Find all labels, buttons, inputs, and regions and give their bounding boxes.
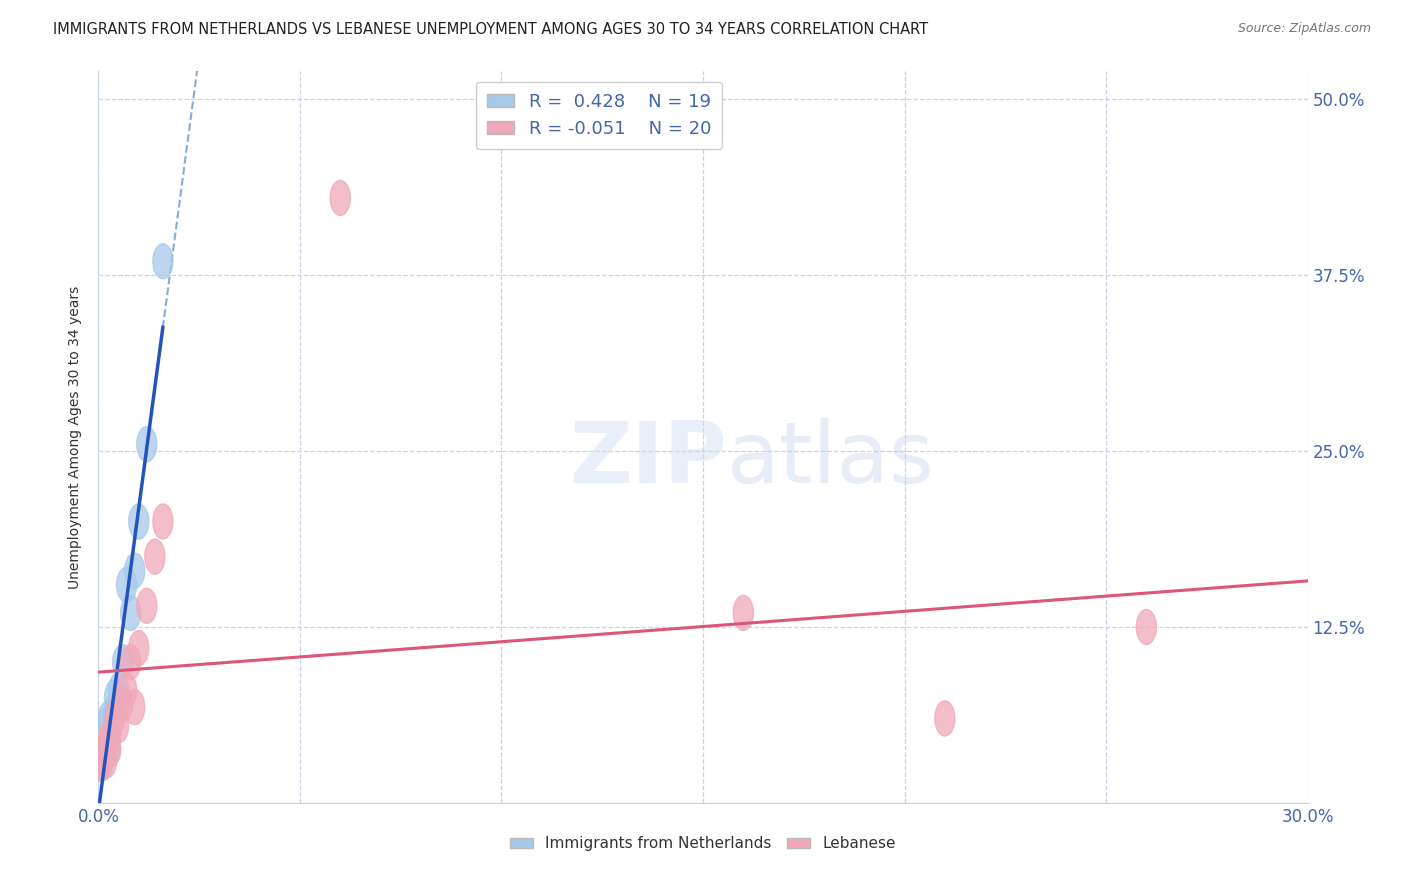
Ellipse shape [97,726,117,761]
Ellipse shape [100,718,121,753]
Ellipse shape [330,180,350,216]
Ellipse shape [104,680,125,714]
Ellipse shape [125,553,145,589]
Y-axis label: Unemployment Among Ages 30 to 34 years: Unemployment Among Ages 30 to 34 years [69,285,83,589]
Ellipse shape [94,736,114,772]
Text: Source: ZipAtlas.com: Source: ZipAtlas.com [1237,22,1371,36]
Ellipse shape [153,504,173,539]
Ellipse shape [112,645,132,680]
Legend: Immigrants from Netherlands, Lebanese: Immigrants from Netherlands, Lebanese [505,830,901,857]
Ellipse shape [93,736,112,772]
Ellipse shape [93,729,112,764]
Ellipse shape [97,708,117,743]
Ellipse shape [117,673,136,708]
Ellipse shape [935,701,955,736]
Ellipse shape [104,701,125,736]
Ellipse shape [108,673,129,708]
Ellipse shape [129,631,149,665]
Text: IMMIGRANTS FROM NETHERLANDS VS LEBANESE UNEMPLOYMENT AMONG AGES 30 TO 34 YEARS C: IMMIGRANTS FROM NETHERLANDS VS LEBANESE … [53,22,928,37]
Ellipse shape [108,708,129,743]
Ellipse shape [97,726,117,761]
Ellipse shape [112,687,132,722]
Ellipse shape [121,595,141,631]
Text: ZIP: ZIP [569,417,727,500]
Ellipse shape [93,746,112,781]
Ellipse shape [121,645,141,680]
Ellipse shape [100,731,121,767]
Ellipse shape [145,539,165,574]
Ellipse shape [153,244,173,279]
Ellipse shape [734,595,754,631]
Ellipse shape [98,701,118,736]
Ellipse shape [129,504,149,539]
Ellipse shape [97,743,117,778]
Ellipse shape [136,589,157,624]
Text: atlas: atlas [727,417,935,500]
Ellipse shape [136,426,157,462]
Ellipse shape [1136,609,1157,645]
Ellipse shape [104,694,125,729]
Ellipse shape [90,743,111,778]
Ellipse shape [90,746,111,781]
Ellipse shape [125,690,145,724]
Ellipse shape [100,731,121,767]
Ellipse shape [100,718,121,753]
Ellipse shape [117,567,136,602]
